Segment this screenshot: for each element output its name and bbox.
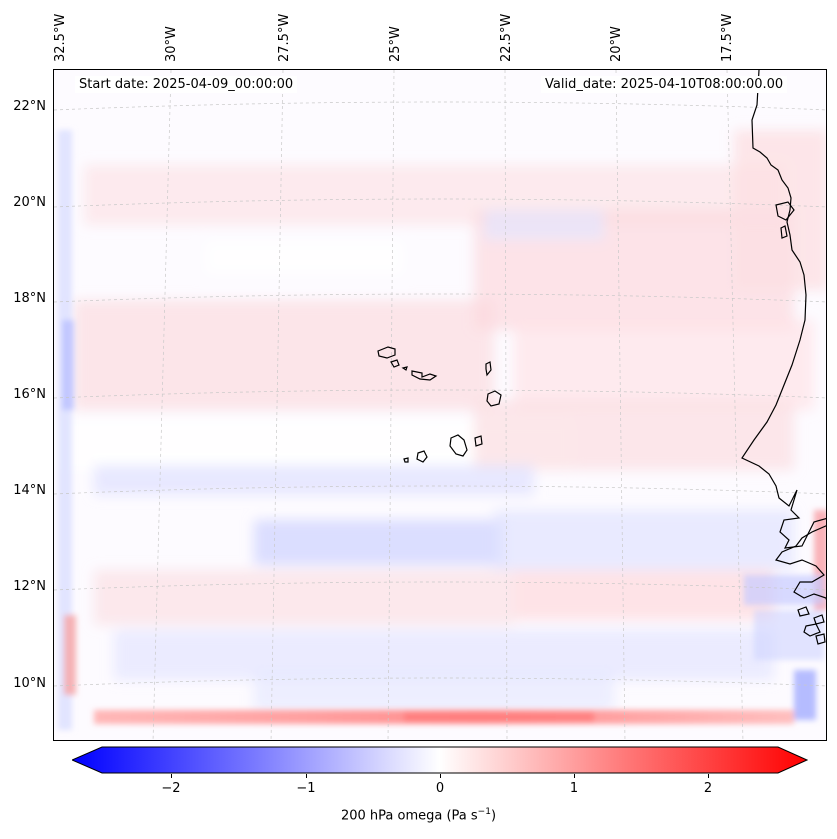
lat-label-10n: 10°N bbox=[13, 676, 46, 691]
coastline-islet bbox=[780, 225, 788, 239]
lat-label-18n: 18°N bbox=[13, 291, 46, 306]
coastline-dakar-peninsula bbox=[775, 201, 795, 221]
island-fogo bbox=[416, 450, 428, 463]
colorbar-tick-label--1: −1 bbox=[296, 781, 316, 796]
island-sao-nicolau bbox=[411, 370, 438, 381]
lon-label-17-5w: 17.5°W bbox=[720, 13, 735, 62]
valid-date-label: Valid_date: 2025-04-10T08:00:00.00 bbox=[541, 76, 788, 93]
coastline-bijagos bbox=[797, 606, 810, 617]
colorbar-tick-2 bbox=[708, 774, 709, 778]
island-sao-vicente bbox=[390, 359, 400, 368]
lat-label-16n: 16°N bbox=[13, 387, 46, 402]
colorbar-tick-label-2: 2 bbox=[703, 781, 713, 796]
island-santo-antao bbox=[377, 346, 396, 359]
lon-label-25w: 25°W bbox=[388, 26, 403, 62]
cape-verde-islands bbox=[377, 346, 502, 463]
lon-label-30w: 30°W bbox=[164, 26, 179, 62]
colorbar-tick-label-0: 0 bbox=[435, 781, 445, 796]
island-sal bbox=[485, 361, 492, 377]
colorbar-tick-label--2: −2 bbox=[161, 781, 181, 796]
island-santiago bbox=[449, 434, 468, 457]
colorbar-label-exponent: −1 bbox=[477, 807, 491, 817]
colorbar-tick--2 bbox=[171, 774, 172, 778]
lon-label-32-5w: 32.5°W bbox=[53, 13, 68, 62]
colorbar-label: 200 hPa omega (Pa s−1) bbox=[0, 807, 837, 823]
coastline-gambia-guinea bbox=[774, 525, 826, 601]
colorbar-svg bbox=[70, 746, 809, 774]
colorbar-gradient bbox=[70, 746, 809, 774]
colorbar-tick-0 bbox=[440, 774, 441, 778]
island-boa-vista bbox=[486, 390, 502, 407]
map-panel[interactable] bbox=[53, 69, 827, 741]
coastline-guinea-islands bbox=[803, 614, 826, 645]
lon-label-22-5w: 22.5°W bbox=[499, 13, 514, 62]
boundary-artifacts bbox=[58, 130, 826, 730]
start-date-label: Start date: 2025-04-09_00:00:00 bbox=[75, 76, 298, 93]
island-santa-luzia bbox=[401, 366, 408, 371]
coastline-mauritania-senegal bbox=[741, 70, 826, 549]
lat-label-22n: 22°N bbox=[13, 99, 46, 114]
lon-label-20w: 20°W bbox=[609, 26, 624, 62]
graticule bbox=[54, 70, 826, 740]
colorbar-tick-label-1: 1 bbox=[569, 781, 579, 796]
island-maio bbox=[474, 435, 483, 447]
omega-field-map bbox=[54, 70, 826, 740]
omega-shading bbox=[54, 130, 826, 710]
colorbar-label-close: ) bbox=[490, 808, 497, 824]
colorbar-label-text: 200 hPa omega (Pa s bbox=[340, 808, 478, 824]
lon-label-27-5w: 27.5°W bbox=[277, 13, 292, 62]
colorbar bbox=[70, 746, 809, 774]
lat-label-20n: 20°N bbox=[13, 195, 46, 210]
colorbar-tick--1 bbox=[306, 774, 307, 778]
africa-coastline bbox=[741, 70, 826, 645]
colorbar-tick-1 bbox=[574, 774, 575, 778]
lat-label-12n: 12°N bbox=[13, 579, 46, 594]
lat-label-14n: 14°N bbox=[13, 483, 46, 498]
island-brava bbox=[403, 457, 409, 463]
